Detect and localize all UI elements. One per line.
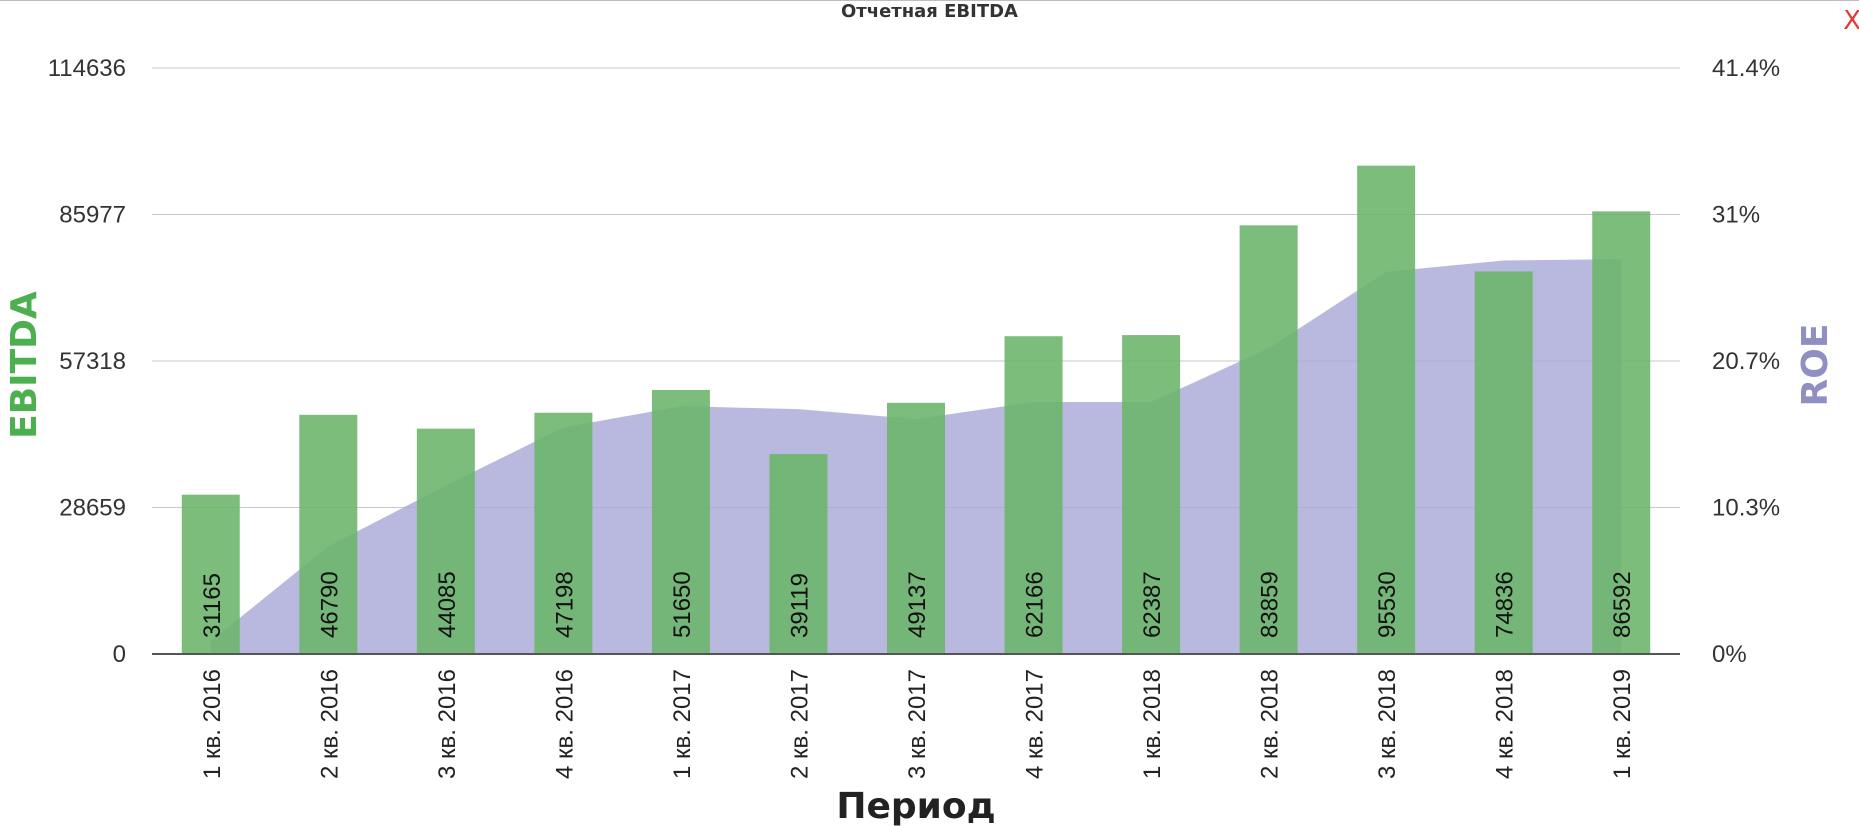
- x-tick-label: 4 кв. 2017: [1022, 669, 1049, 779]
- y-tick-label: 28659: [59, 495, 126, 522]
- ebitda-bar: [181, 494, 240, 654]
- y-tick-label: 114636: [48, 55, 126, 82]
- bar-value-label: 62166: [1022, 571, 1049, 638]
- ebitda-bar: [1004, 336, 1063, 654]
- x-axis-title: Период: [836, 786, 995, 826]
- ebitda-bar: [1592, 211, 1651, 655]
- bar-value-label: 31165: [199, 573, 226, 638]
- ebitda-bar: [299, 414, 358, 654]
- close-button[interactable]: X: [1843, 6, 1859, 36]
- x-tick-label: 4 кв. 2016: [551, 669, 578, 779]
- bar-value-label: 47198: [551, 571, 578, 638]
- x-tick-label: 2 кв. 2018: [1257, 669, 1284, 779]
- x-tick-label: 1 кв. 2017: [669, 669, 696, 779]
- y2-tick-label: 41.4%: [1712, 55, 1780, 82]
- x-tick-label: 3 кв. 2018: [1374, 669, 1401, 779]
- x-tick-label: 1 кв. 2016: [199, 669, 226, 779]
- y-tick-label: 85977: [59, 202, 126, 229]
- ebitda-bar: [769, 454, 828, 654]
- ebitda-bar: [534, 412, 593, 654]
- bar-value-label: 86592: [1609, 571, 1636, 638]
- y2-tick-label: 10.3%: [1712, 495, 1780, 522]
- y2-tick-label: 31%: [1712, 202, 1760, 229]
- ebitda-bar: [1357, 165, 1416, 654]
- chart-title: Отчетная EBITDA: [840, 1, 1018, 22]
- y2-tick-label: 0%: [1712, 641, 1747, 668]
- bar-value-label: 46790: [316, 571, 343, 638]
- y2-axis-title: ROE: [1795, 324, 1836, 407]
- x-tick-label: 3 кв. 2016: [434, 669, 461, 779]
- y-tick-label: 0: [113, 641, 126, 668]
- x-tick-label: 2 кв. 2016: [316, 669, 343, 779]
- ebitda-bar: [1474, 271, 1533, 654]
- x-tick-label: 2 кв. 2017: [786, 669, 813, 779]
- x-tick-label: 3 кв. 2017: [904, 669, 931, 779]
- ebitda-bar: [887, 402, 945, 654]
- y-axis-title: EBITDA: [4, 291, 45, 439]
- bar-value-label: 39119: [786, 573, 813, 638]
- bar-value-label: 62387: [1139, 571, 1166, 638]
- ebitda-bar: [1239, 225, 1298, 655]
- ebitda-bar: [651, 389, 710, 654]
- x-tick-label: 4 кв. 2018: [1492, 669, 1519, 779]
- y2-tick-label: 20.7%: [1712, 348, 1780, 375]
- ebitda-bar: [1122, 335, 1181, 654]
- bar-value-label: 74836: [1492, 571, 1519, 638]
- ebitda-bar: [416, 428, 475, 654]
- bar-value-label: 51650: [669, 571, 696, 638]
- labels: 0 0% 28659 10.3% 57318 20.7% 85977 31% 114636 41.…: [48, 55, 1780, 779]
- y-tick-label: 57318: [59, 348, 126, 375]
- bar-value-label: 49137: [904, 571, 931, 638]
- x-tick-label: 1 кв. 2019: [1609, 669, 1636, 779]
- top-border: [0, 0, 1859, 1]
- bar-value-label: 95530: [1374, 571, 1401, 638]
- bar-value-label: 83859: [1257, 571, 1284, 638]
- x-tick-label: 1 кв. 2018: [1139, 669, 1166, 779]
- ebitda-bars: [181, 165, 1651, 655]
- bar-value-label: 44085: [434, 571, 461, 638]
